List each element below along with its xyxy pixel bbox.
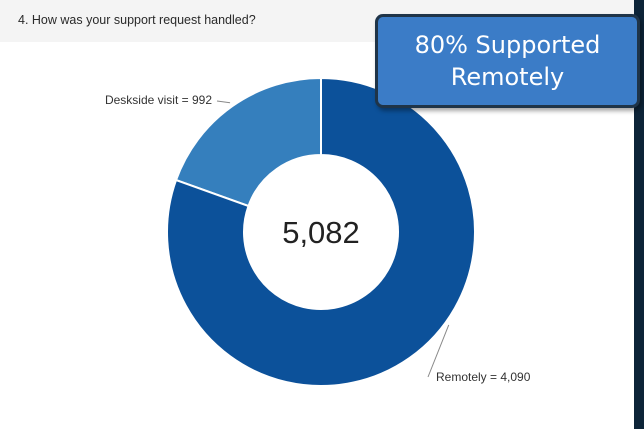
callout-line-1: 80% Supported <box>414 31 601 59</box>
callout-box: 80% Supported Remotely <box>375 14 640 108</box>
center-total-label: 5,082 <box>282 215 360 250</box>
slice-label-deskside: Deskside visit = 992 <box>105 93 212 107</box>
slice-deskside[interactable] <box>174 76 322 208</box>
question-title: 4. How was your support request handled? <box>18 13 256 27</box>
leader-line-deskside <box>216 100 231 104</box>
slice-remotely[interactable] <box>166 76 476 387</box>
callout-line-2: Remotely <box>450 63 565 91</box>
slice-label-remotely: Remotely = 4,090 <box>436 370 531 384</box>
leader-line-remotely <box>427 324 450 378</box>
